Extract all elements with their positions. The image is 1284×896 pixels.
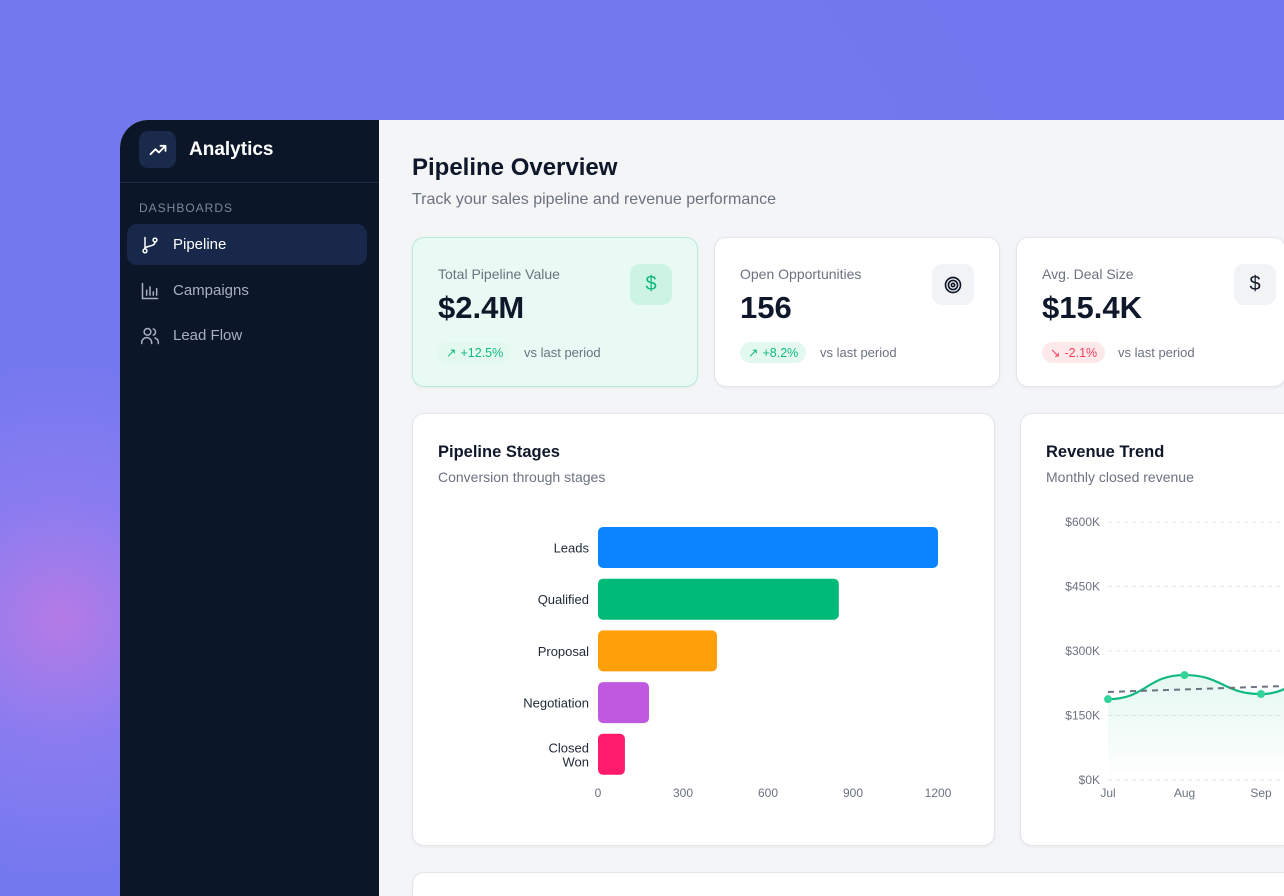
- trending-down-icon: ↘: [1050, 346, 1061, 360]
- bar-label: Closed Won: [549, 740, 589, 769]
- y-tick-label: $300K: [1065, 644, 1100, 658]
- change-badge: ↗ +8.2%: [740, 342, 807, 363]
- kpi-label: Open Opportunities: [740, 266, 862, 282]
- bar-chart-icon: [141, 282, 159, 299]
- y-tick-label: $0K: [1079, 773, 1100, 787]
- sidebar-item-label: Lead Flow: [173, 327, 243, 344]
- bottom-card: [412, 872, 1284, 896]
- app-window: Analytics DASHBOARDS Pipeline Campaigns …: [120, 120, 1284, 896]
- area-fill: [1108, 675, 1284, 780]
- x-tick-label: 1200: [925, 786, 952, 800]
- compare-label: vs last period: [524, 345, 601, 360]
- trending-up-icon: ↗: [446, 346, 457, 360]
- change-value: -2.1%: [1064, 345, 1098, 360]
- y-tick-label: $450K: [1065, 580, 1100, 594]
- page-subtitle: Track your sales pipeline and revenue pe…: [412, 191, 777, 208]
- y-tick-label: $150K: [1065, 709, 1100, 723]
- y-tick-label: $600K: [1065, 515, 1100, 529]
- kpi-card-avg-deal-size[interactable]: Avg. Deal Size $15.4K $ ↘ -2.1% vs last p…: [1016, 237, 1284, 387]
- bar-proposal: [598, 630, 717, 672]
- trending-up-icon: [139, 131, 176, 168]
- git-branch-icon: [142, 236, 158, 254]
- x-tick-label: 600: [758, 786, 778, 800]
- change-badge: ↘ -2.1%: [1042, 342, 1106, 363]
- bar-label: Qualified: [538, 592, 589, 607]
- bar-label: Negotiation: [523, 696, 589, 711]
- section-label: DASHBOARDS: [139, 201, 234, 215]
- dollar-icon: $: [1234, 264, 1276, 305]
- chart-title: Revenue Trend: [1046, 443, 1165, 461]
- kpi-label: Total Pipeline Value: [438, 266, 560, 282]
- users-icon: [140, 327, 160, 344]
- x-tick-label: Sep: [1250, 786, 1272, 800]
- sidebar-item-pipeline[interactable]: Pipeline: [127, 224, 367, 265]
- kpi-value: 156: [740, 290, 792, 325]
- divider: [120, 182, 379, 183]
- bar-negotiation: [598, 682, 649, 724]
- chart-title: Pipeline Stages: [438, 443, 560, 461]
- page-title: Pipeline Overview: [412, 154, 618, 181]
- target-icon: [932, 264, 974, 305]
- change-value: +12.5%: [460, 345, 504, 360]
- chart-subtitle: Conversion through stages: [438, 469, 606, 485]
- x-tick-label: Aug: [1174, 786, 1195, 800]
- main-content: Pipeline Overview Track your sales pipel…: [379, 120, 1284, 896]
- revenue-trend-chart: $0K $150K $300K $450K $600K Jul Aug Sep: [1065, 515, 1284, 800]
- bar-label: Proposal: [538, 644, 589, 659]
- dollar-icon: $: [630, 264, 672, 305]
- trending-up-icon: ↗: [748, 346, 759, 360]
- data-point: [1257, 690, 1265, 698]
- x-tick-label: 900: [843, 786, 863, 800]
- sidebar-item-lead-flow[interactable]: Lead Flow: [127, 315, 367, 356]
- pipeline-stages-card: Pipeline Stages Conversion through stage…: [412, 413, 995, 846]
- revenue-line: [1107, 673, 1284, 701]
- data-point: [1104, 695, 1112, 704]
- kpi-card-open-opportunities[interactable]: Open Opportunities 156 ↗ +8.2% vs last pe…: [714, 237, 1000, 387]
- revenue-trend-card: Revenue Trend Monthly closed revenue $0K…: [1020, 413, 1284, 846]
- sidebar-item-label: Campaigns: [173, 282, 249, 299]
- sidebar: Analytics DASHBOARDS Pipeline Campaigns …: [120, 120, 379, 896]
- compare-label: vs last period: [1118, 345, 1195, 360]
- bar-label: Leads: [554, 541, 590, 556]
- x-tick-label: 0: [595, 786, 602, 800]
- chart-subtitle: Monthly closed revenue: [1046, 469, 1194, 485]
- kpi-card-total-pipeline[interactable]: Total Pipeline Value $2.4M $ ↗ +12.5% vs …: [412, 237, 698, 387]
- kpi-value: $2.4M: [438, 290, 525, 325]
- x-tick-label: Jul: [1100, 786, 1115, 800]
- data-point: [1180, 671, 1189, 680]
- app-title: Analytics: [189, 139, 274, 160]
- kpi-label: Avg. Deal Size: [1042, 266, 1134, 282]
- bar-leads: [598, 527, 938, 568]
- bar-qualified: [598, 578, 839, 620]
- change-badge: ↗ +12.5%: [438, 342, 512, 363]
- change-value: +8.2%: [762, 345, 799, 360]
- bar-closed-won: [598, 733, 625, 775]
- sidebar-item-label: Pipeline: [173, 236, 227, 253]
- compare-label: vs last period: [820, 345, 897, 360]
- kpi-value: $15.4K: [1042, 290, 1142, 325]
- pipeline-stages-chart: Leads Qualified Proposal Negotiation Closed W…: [523, 527, 952, 800]
- sidebar-item-campaigns[interactable]: Campaigns: [127, 270, 367, 311]
- x-tick-label: 300: [673, 786, 693, 800]
